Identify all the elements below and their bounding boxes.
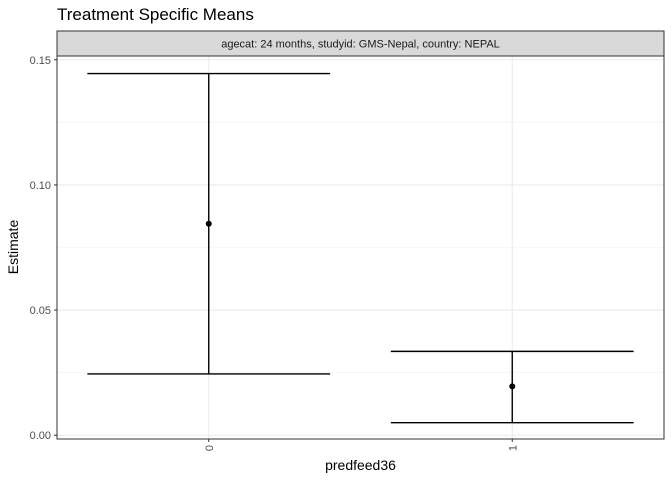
x-tick-label: 0 [204,445,216,451]
y-tick-label: 0.10 [30,180,51,192]
estimate-point-1 [509,383,516,390]
y-axis-title: Estimate [5,220,21,275]
facet-strip-label: agecat: 24 months, studyid: GMS-Nepal, c… [221,39,500,51]
chart-title: Treatment Specific Means [57,5,254,24]
x-axis-title: predfeed36 [325,457,396,473]
y-tick-label: 0.15 [30,55,51,67]
x-tick-label: 1 [507,445,519,451]
y-tick-label: 0.00 [30,430,51,442]
plot-panel-border [56,55,665,440]
axis-ticks: 0.00 0.05 0.10 0.15 0 1 [30,55,520,451]
estimate-point-0 [205,220,212,227]
error-bars [87,72,634,424]
facet-strip [56,30,665,57]
y-tick-label: 0.05 [30,305,51,317]
